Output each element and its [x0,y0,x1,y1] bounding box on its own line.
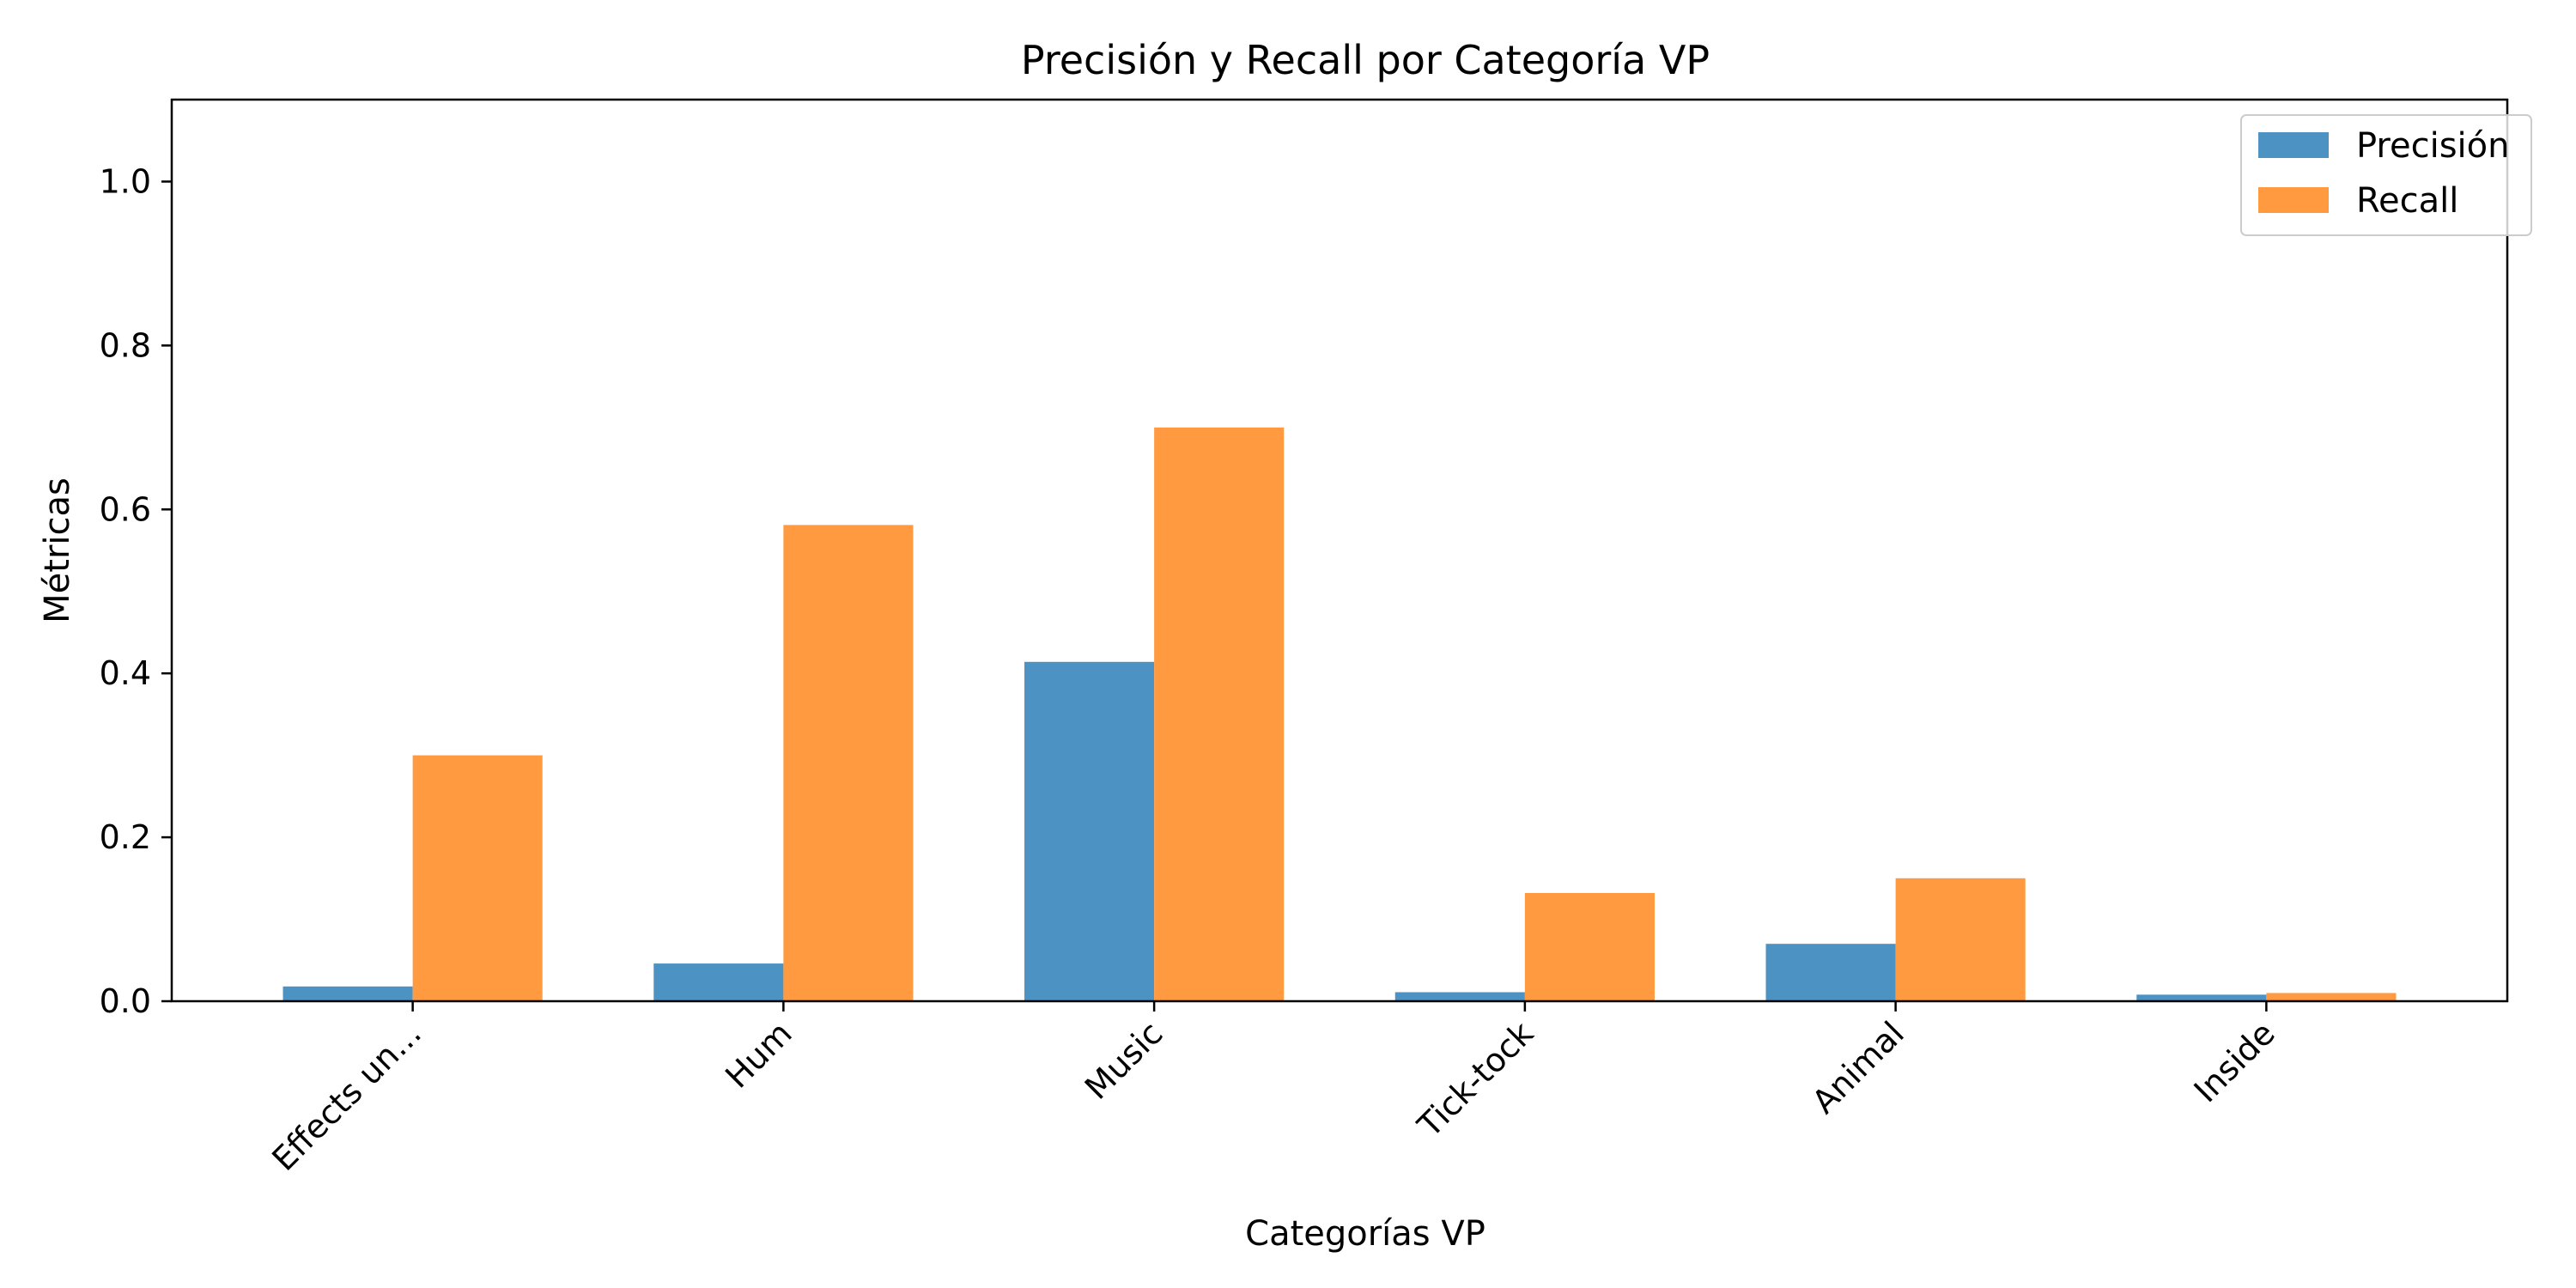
bar-recall-0 [412,755,543,1001]
legend-label-recall: Recall [2356,181,2458,221]
x-axis-label: Categorías VP [1245,1214,1485,1254]
legend-swatch-recall [2258,187,2329,213]
x-tick-label: Music [1078,1014,1170,1107]
x-tick-label: Inside [2187,1014,2282,1109]
x-tick-label: Effects un... [264,1014,428,1178]
bar-precision-1 [653,963,784,1001]
y-axis: 0.0 0.2 0.4 0.6 0.8 1.0 [100,162,172,1020]
legend-label-precision: Precisión [2356,126,2509,166]
bar-precision-5 [2136,994,2267,1001]
bar-recall-4 [1895,878,2026,1001]
bar-recall-5 [2266,993,2397,1001]
bar-recall-3 [1524,893,1655,1001]
y-tick-label: 0.6 [100,490,151,528]
y-tick-label: 0.4 [100,654,151,692]
bar-precision-2 [1024,661,1155,1001]
bar-recall-1 [783,525,914,1001]
legend-swatch-precision [2258,132,2329,158]
y-tick-label: 0.2 [100,818,151,856]
x-tick-label: Hum [718,1014,799,1096]
x-axis: Effects un... Hum Music Tick-tock Animal Insi… [264,1001,2282,1178]
plot-area-frame [170,98,2509,1003]
x-tick-label: Tick-tock [1410,1014,1540,1145]
y-tick-label: 1.0 [100,162,151,200]
y-axis-label: Métricas [38,477,77,623]
bar-precision-0 [283,986,413,1001]
y-tick-label: 0.8 [100,326,151,364]
chart-title: Precisión y Recall por Categoría VP [1021,37,1710,83]
bars-group [283,427,2397,1001]
legend: Precisión Recall [2240,114,2532,236]
bar-precision-3 [1394,992,1525,1001]
bar-recall-2 [1154,427,1285,1001]
x-tick-label: Animal [1805,1014,1911,1121]
bar-precision-4 [1765,944,1896,1001]
y-tick-label: 0.0 [100,982,151,1020]
